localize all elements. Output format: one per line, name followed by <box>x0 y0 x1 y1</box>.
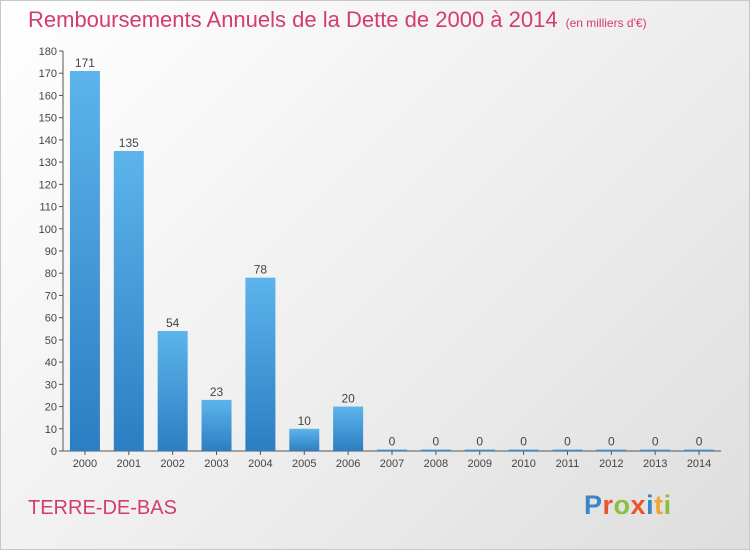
y-tick-label: 150 <box>39 113 57 125</box>
bar-value-label: 23 <box>210 385 224 399</box>
bar <box>684 449 715 451</box>
x-tick-label: 2003 <box>204 458 228 470</box>
logo-letter: r <box>602 490 614 520</box>
bar-value-label: 0 <box>389 435 396 449</box>
bar-value-label: 0 <box>520 435 527 449</box>
bar <box>596 449 627 451</box>
y-tick-label: 120 <box>39 179 57 191</box>
logo-letter: t <box>654 490 664 520</box>
y-tick-label: 40 <box>45 357 57 369</box>
logo-letter: i <box>646 490 655 520</box>
bar-value-label: 20 <box>341 392 355 406</box>
y-tick-label: 30 <box>45 379 57 391</box>
chart-title: Remboursements Annuels de la Dette de 20… <box>28 7 647 33</box>
bar <box>333 406 364 451</box>
x-tick-label: 2004 <box>248 458 272 470</box>
bar <box>377 449 407 451</box>
x-tick-label: 2002 <box>160 458 184 470</box>
x-tick-label: 2014 <box>687 458 711 470</box>
bar-value-label: 0 <box>433 435 440 449</box>
logo-letter: i <box>663 490 672 520</box>
x-tick-label: 2010 <box>511 458 535 470</box>
bar <box>464 449 495 451</box>
y-tick-label: 160 <box>39 90 57 102</box>
bar-value-label: 0 <box>652 435 659 449</box>
y-tick-label: 10 <box>45 424 57 436</box>
bar <box>201 399 232 451</box>
x-tick-label: 2006 <box>336 458 360 470</box>
y-tick-label: 80 <box>45 268 57 280</box>
y-tick-label: 60 <box>45 313 57 325</box>
bar <box>157 331 188 451</box>
y-tick-label: 50 <box>45 335 57 347</box>
bar-value-label: 0 <box>476 435 483 449</box>
bar <box>69 71 100 451</box>
bar-value-label: 10 <box>298 414 312 428</box>
bar <box>508 449 539 451</box>
logo-letter: P <box>584 490 603 520</box>
bar-value-label: 0 <box>696 435 703 449</box>
y-tick-label: 0 <box>51 446 57 458</box>
y-tick-label: 20 <box>45 402 57 414</box>
bar-value-label: 135 <box>119 136 139 150</box>
y-tick-label: 130 <box>39 157 57 169</box>
bar <box>113 151 144 451</box>
bar <box>289 428 320 451</box>
logo-letter: o <box>613 490 631 520</box>
x-tick-label: 2013 <box>643 458 667 470</box>
x-tick-label: 2001 <box>117 458 141 470</box>
proxiti-logo: Proxiti <box>584 490 672 521</box>
y-tick-label: 100 <box>39 224 57 236</box>
bar-value-label: 0 <box>608 435 615 449</box>
y-tick-label: 170 <box>39 68 57 80</box>
bar <box>245 277 276 451</box>
bar <box>420 449 451 451</box>
logo-letter: x <box>630 490 647 520</box>
bar-value-label: 54 <box>166 316 180 330</box>
x-tick-label: 2009 <box>467 458 491 470</box>
chart-title-unit: (en milliers d'€) <box>565 16 647 30</box>
y-tick-label: 180 <box>39 46 57 58</box>
commune-name: TERRE-DE-BAS <box>28 497 177 519</box>
bar-value-label: 0 <box>564 435 571 449</box>
y-tick-label: 140 <box>39 135 57 147</box>
x-tick-label: 2012 <box>599 458 623 470</box>
chart-title-text: Remboursements Annuels de la Dette de 20… <box>28 7 558 32</box>
x-tick-label: 2000 <box>73 458 97 470</box>
x-tick-label: 2008 <box>424 458 448 470</box>
y-tick-label: 90 <box>45 246 57 258</box>
x-tick-label: 2005 <box>292 458 316 470</box>
x-tick-label: 2007 <box>380 458 404 470</box>
y-tick-label: 110 <box>39 202 57 214</box>
bar <box>640 449 671 451</box>
bar-value-label: 78 <box>254 263 268 277</box>
bar-value-label: 171 <box>75 56 95 70</box>
bar <box>552 449 583 451</box>
x-tick-label: 2011 <box>556 458 580 470</box>
y-tick-label: 70 <box>45 290 57 302</box>
